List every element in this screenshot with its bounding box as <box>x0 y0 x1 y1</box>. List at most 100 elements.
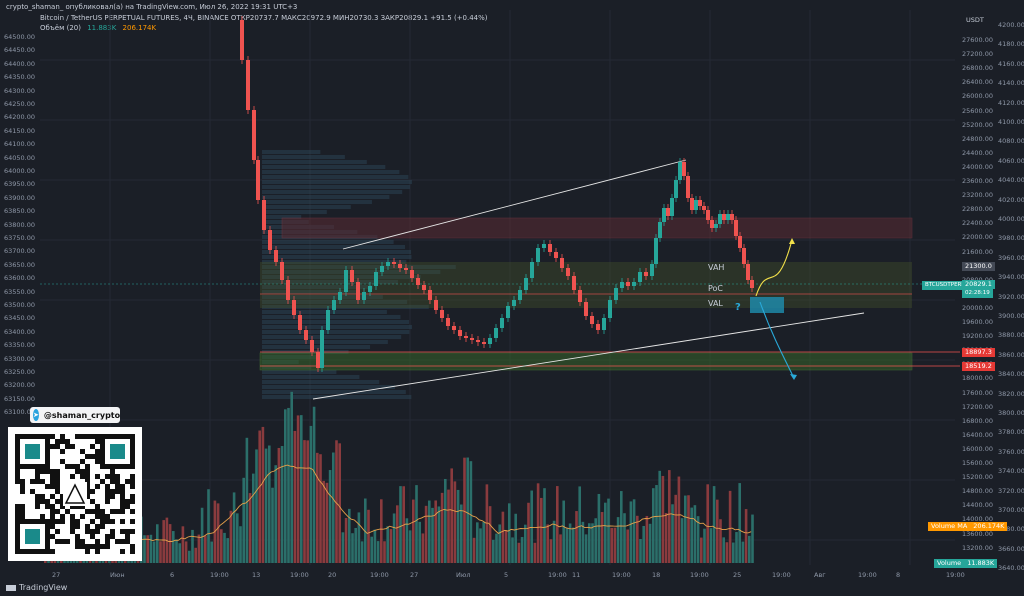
volume-bar <box>597 493 601 563</box>
left-scale-tick: 64250.00 <box>4 100 36 108</box>
candle-body <box>694 200 698 210</box>
candle-body <box>638 272 642 282</box>
volume-bar <box>690 507 693 563</box>
right-scale-tick: 17200.00 <box>962 402 994 411</box>
level-badge-3[interactable]: 18519.2 <box>962 362 995 371</box>
volume-bar <box>178 543 181 563</box>
volume-bar <box>604 502 607 563</box>
symbol-info-line[interactable]: Bitcoin / TetherUS PERPETUAL FUTURES, 4Ч… <box>40 14 488 22</box>
candle-body <box>416 278 420 285</box>
poc-label: PoC <box>708 284 724 293</box>
volume-profile-bar <box>262 205 351 209</box>
volume-bar <box>255 449 258 563</box>
volume-bar <box>348 508 351 563</box>
left-scale-tick: 63950.00 <box>4 180 36 189</box>
volume-bar <box>581 521 585 563</box>
volume-bar <box>546 524 549 563</box>
tradingview-logo[interactable]: TradingView <box>6 583 67 592</box>
volume-bar <box>520 537 524 563</box>
secondary-scale-tick: 4000.00 <box>998 215 1024 223</box>
right-scale-tick: 13200.00 <box>962 543 994 552</box>
volume-bar <box>194 547 197 563</box>
volume-profile-bar <box>262 170 400 174</box>
volume-bar <box>386 526 389 563</box>
candle-body <box>590 316 594 324</box>
right-scale-tick: 26400.00 <box>962 78 994 87</box>
volume-badge[interactable]: Volume 11.883K <box>934 559 998 568</box>
left-scale-tick: 63550.00 <box>4 287 36 296</box>
volume-bar <box>399 486 402 563</box>
candle-body <box>320 330 324 368</box>
volume-bar <box>674 494 677 563</box>
secondary-scale-tick: 3680.00 <box>998 525 1024 534</box>
volume-bar <box>226 538 229 563</box>
level-badge-2[interactable]: 18897.3 <box>962 348 995 357</box>
right-scale-tick: 15600.00 <box>962 459 994 467</box>
volume-bar <box>245 437 249 563</box>
volume-bar <box>706 484 709 563</box>
volume-bar <box>719 519 722 563</box>
right-scale-tick: 17600.00 <box>962 388 994 397</box>
left-scale-tick: 63850.00 <box>4 207 36 216</box>
candle-body <box>662 208 666 222</box>
volume-bar <box>735 532 738 563</box>
right-scale-tick: 13600.00 <box>962 529 994 538</box>
volume-bar <box>722 537 725 563</box>
candle-body <box>738 236 742 248</box>
volume-bar <box>584 534 588 563</box>
candle-body <box>518 290 522 300</box>
telegram-badge[interactable]: ➤ @shaman_crypto <box>30 407 120 423</box>
secondary-scale-tick: 3880.00 <box>998 331 1024 340</box>
qr-code[interactable] <box>8 427 142 561</box>
volume-bar <box>156 524 159 563</box>
volume-bar <box>370 536 373 563</box>
candle-body <box>554 252 558 258</box>
left-scale-tick: 64350.00 <box>4 73 36 82</box>
tradingview-label: TradingView <box>19 583 68 592</box>
volume-bar <box>152 541 156 563</box>
volume-bar <box>248 493 252 563</box>
candle-body <box>410 270 414 278</box>
volume-bar <box>242 477 245 563</box>
volume-bar <box>191 529 194 563</box>
volume-ma-badge-value: 206.174K <box>970 522 1008 531</box>
symbol-badge[interactable]: BTCUSDTPERP <box>922 281 968 290</box>
volume-profile-bar <box>262 250 412 254</box>
volume-bar <box>440 492 444 563</box>
time-axis-label: 25 <box>733 571 742 579</box>
right-scale-tick: 16000.00 <box>962 444 994 453</box>
volume-bar <box>434 500 437 563</box>
time-axis-label: 19:00 <box>612 571 631 579</box>
left-scale-tick: 63200.00 <box>4 381 36 390</box>
left-scale-tick: 63900.00 <box>4 193 36 202</box>
volume-bar <box>517 542 521 563</box>
volume-profile-bar <box>262 325 412 329</box>
volume-profile-bar <box>262 295 383 299</box>
volume-bar <box>658 470 661 563</box>
volume-bar <box>703 528 706 563</box>
candle-body <box>500 318 504 328</box>
volume-bar <box>514 513 517 563</box>
volume-ma-badge[interactable]: Volume MA 206.174K <box>928 522 1008 531</box>
candle-body <box>714 224 718 228</box>
volume-profile-bar <box>262 210 327 214</box>
tradingview-icon <box>6 584 16 591</box>
last-price-badge[interactable]: 20829.1 <box>962 280 995 289</box>
time-axis-label: 19:00 <box>690 571 709 579</box>
left-scale-tick: 63300.00 <box>4 354 36 363</box>
left-scale-tick: 64150.00 <box>4 126 36 135</box>
right-scale-tick: 26800.00 <box>962 64 994 73</box>
left-scale-tick: 64200.00 <box>4 113 36 122</box>
level-badge-1[interactable]: 21300.0 <box>962 262 995 271</box>
volume-bar <box>476 522 479 563</box>
volume-bar <box>671 504 674 563</box>
volume-bar <box>421 533 425 563</box>
volume-legend[interactable]: Объём (20) 11.883K 206.174K <box>40 24 156 32</box>
volume-bar <box>316 452 319 563</box>
candle-body <box>326 310 330 330</box>
volume-bar <box>357 512 361 563</box>
volume-bar <box>636 515 639 563</box>
left-scale-tick: 64050.00 <box>4 153 36 162</box>
